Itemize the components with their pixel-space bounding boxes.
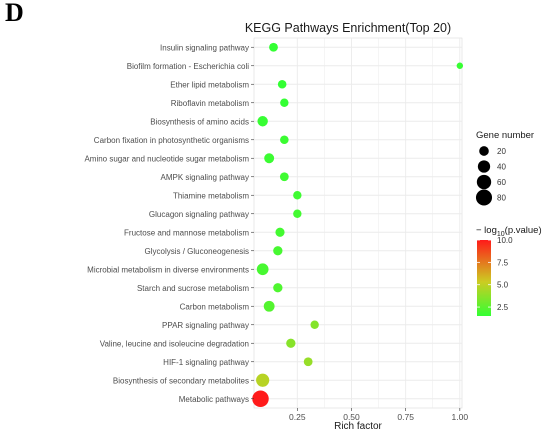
data-point bbox=[273, 283, 283, 293]
category-label: HIF-1 signaling pathway bbox=[163, 358, 249, 367]
colorbar-label: 10.0 bbox=[497, 236, 513, 245]
data-point bbox=[275, 227, 285, 237]
size-legend-key bbox=[476, 174, 492, 190]
data-point bbox=[279, 172, 289, 182]
category-label: Metabolic pathways bbox=[179, 395, 249, 404]
category-label: PPAR signaling pathway bbox=[162, 321, 249, 330]
data-point bbox=[269, 42, 278, 52]
category-label: Biosynthesis of secondary metabolites bbox=[113, 376, 249, 385]
category-label: Starch and sucrose metabolism bbox=[137, 284, 249, 293]
data-point bbox=[273, 246, 283, 256]
size-legend-label: 80 bbox=[497, 194, 506, 203]
x-tick-label: 0.50 bbox=[343, 412, 360, 422]
category-label: Thiamine metabolism bbox=[173, 191, 249, 200]
x-axis-ticks: 0.25 0.50 0.75 1.00 bbox=[289, 408, 468, 422]
color-legend: − log10(p.value) 2.5 5.0 7.5 10.0 bbox=[476, 225, 542, 316]
colorbar bbox=[477, 240, 491, 316]
data-point bbox=[280, 135, 289, 145]
color-legend-title: − log10(p.value) bbox=[476, 225, 542, 238]
category-label: Insulin signaling pathway bbox=[160, 43, 249, 52]
data-point bbox=[293, 209, 302, 218]
category-label: AMPK signaling pathway bbox=[161, 173, 250, 182]
category-label: Amino sugar and nucleotide sugar metabol… bbox=[84, 154, 249, 163]
data-point bbox=[256, 263, 269, 276]
data-point bbox=[256, 373, 270, 387]
data-point bbox=[456, 62, 464, 69]
x-tick-label: 1.00 bbox=[452, 412, 469, 422]
data-point bbox=[293, 191, 302, 200]
data-point bbox=[257, 116, 268, 127]
data-point bbox=[252, 390, 269, 407]
size-legend-key bbox=[477, 160, 491, 173]
plot-area bbox=[252, 37, 464, 409]
panel-letter: D bbox=[5, 0, 24, 27]
size-legend: Gene number 20 40 60 80 bbox=[475, 130, 534, 206]
category-label: Carbon fixation in photosynthetic organi… bbox=[94, 136, 249, 145]
category-labels: Insulin signaling pathway Biofilm formati… bbox=[84, 43, 254, 404]
data-point bbox=[303, 357, 313, 367]
colorbar-label: 2.5 bbox=[497, 303, 509, 312]
category-label: Riboflavin metabolism bbox=[171, 99, 250, 108]
colorbar-label: 7.5 bbox=[497, 258, 509, 267]
size-legend-key bbox=[479, 146, 489, 156]
size-legend-label: 40 bbox=[497, 163, 506, 172]
data-point bbox=[277, 79, 287, 89]
category-label: Biosynthesis of amino acids bbox=[150, 117, 249, 126]
category-label: Valine, leucine and isoleucine degradati… bbox=[100, 339, 249, 348]
category-label: Ether lipid metabolism bbox=[170, 80, 249, 89]
size-legend-title: Gene number bbox=[476, 130, 534, 141]
chart-title: KEGG Pathways Enrichment(Top 20) bbox=[245, 21, 451, 35]
size-legend-key bbox=[475, 189, 493, 206]
size-legend-label: 60 bbox=[497, 178, 506, 187]
x-axis-title: Rich factor bbox=[334, 421, 382, 432]
data-point bbox=[280, 98, 289, 107]
category-label: Carbon metabolism bbox=[180, 302, 250, 311]
data-point bbox=[286, 338, 296, 348]
category-label: Fructose and mannose metabolism bbox=[124, 228, 249, 237]
category-label: Biofilm formation - Escherichia coli bbox=[127, 62, 249, 71]
x-tick-label: 0.75 bbox=[397, 412, 414, 422]
category-label: Glucagon signaling pathway bbox=[149, 210, 249, 219]
plot-panel bbox=[253, 37, 463, 409]
data-point bbox=[264, 153, 275, 164]
size-legend-label: 20 bbox=[497, 147, 506, 156]
data-point bbox=[310, 320, 319, 329]
x-tick-label: 0.25 bbox=[289, 412, 306, 422]
category-label: Microbial metabolism in diverse environm… bbox=[87, 265, 249, 274]
category-label: Glycolysis / Gluconeogenesis bbox=[145, 247, 250, 256]
data-point bbox=[263, 300, 275, 312]
colorbar-label: 5.0 bbox=[497, 281, 509, 290]
